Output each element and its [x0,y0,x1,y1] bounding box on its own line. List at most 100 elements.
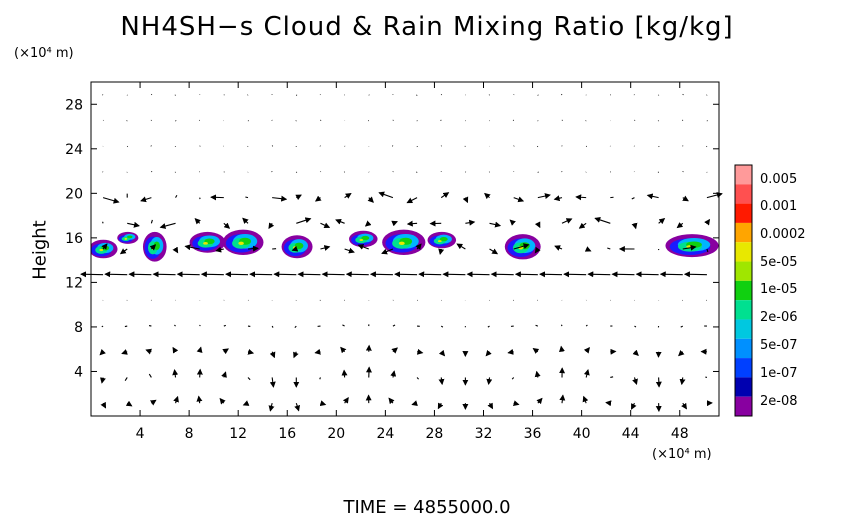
wind-vector [486,377,493,386]
wind-vector [487,402,494,410]
colorbar-label: 5e-05 [760,255,798,270]
colorbar-label: 0.0002 [760,227,806,242]
cloud-field [91,229,719,262]
wind-vector [296,217,312,224]
cloud-level [361,235,370,241]
wind-vector [658,217,666,225]
wind-vector [585,324,588,327]
wind-vector [140,196,152,203]
wind-vector [223,324,226,327]
wind-vector [416,377,420,380]
cloud-level [124,237,128,240]
wind-vector [341,369,348,378]
wind-vector [364,220,372,227]
wind-vector [437,402,444,410]
wind-vector [513,196,525,203]
wind-vector [659,271,683,278]
wind-vector [534,221,541,229]
wind-vector [583,346,590,354]
x-tick-label: 32 [475,426,493,442]
wind-vector [489,248,499,255]
wind-vector [539,271,563,278]
wind-vector [121,349,128,355]
x-tick-label: 40 [573,426,591,442]
wind-vector [554,245,563,251]
wind-vector [101,325,104,328]
x-axis: 4 8 12 16 20 24 28 32 36 40 44 48 [136,82,689,442]
x-tick-label: 20 [327,426,345,442]
wind-vector [392,324,396,327]
cloud-level [359,238,364,241]
wind-vector [391,145,394,147]
wind-vector [415,243,422,250]
wind-vector [559,394,566,404]
wind-vector [369,271,393,278]
wind-vector [381,248,394,255]
wind-vector [512,400,520,407]
cloud-blob [117,231,139,244]
wind-vector [537,171,539,173]
wind-vector [406,197,418,204]
wind-vector [194,218,201,225]
wind-vector [268,222,275,230]
colorbar-swatch [735,165,752,185]
colorbar-label: 2e-06 [760,310,798,325]
cloud-level [127,235,133,239]
colorbar [734,164,753,417]
wind-vector [100,401,107,409]
wind-vector [583,369,590,378]
cloud-level [238,241,244,245]
wind-vector [247,377,251,381]
colorbar-frame [734,164,753,417]
colorbar-swatch [735,280,752,301]
wind-vector [561,218,573,224]
y-unit-label: (×10⁴ m) [14,46,74,61]
wind-vector [173,395,179,404]
wind-vector [559,345,565,353]
wind-vector [293,351,299,359]
colorbar-swatch [735,203,752,223]
wind-vector [344,247,355,254]
y-tick-label: 28 [65,97,83,113]
wind-vector [245,196,249,199]
wind-vector [342,324,345,327]
wind-vector [219,397,226,405]
wind-vector [532,347,540,354]
wind-vector [247,348,255,355]
wind-vector [390,370,397,378]
wind-vector [560,324,563,327]
wind-vector [416,94,418,96]
wind-vector [679,377,686,386]
x-unit-label: (×10⁴ m) [652,447,712,462]
wind-vector [314,195,322,202]
x-tick-label: 24 [376,426,394,442]
y-axis-label: Height [29,220,51,280]
wind-vector [632,349,639,357]
x-tick-label: 8 [185,426,194,442]
wind-vector [357,244,369,250]
wind-vector [150,219,153,224]
cloud-blob [427,231,457,249]
wind-vector [175,194,178,198]
wind-vector [221,371,227,378]
wind-vector [438,349,446,357]
wind-vectors [80,93,723,413]
wind-vector [102,197,120,204]
cloud-blob [281,235,313,259]
colorbar-label: 0.005 [760,172,798,187]
wind-vector [119,248,128,255]
wind-vector [172,369,179,378]
wind-vector [578,222,587,229]
wind-vector [342,397,349,404]
wind-vector [682,93,684,96]
cloud-level [439,236,448,242]
wind-vector [104,271,128,278]
wind-vector [416,171,418,173]
wind-vector [537,193,551,199]
wind-vector [200,271,224,278]
wind-vector [534,370,541,378]
wind-vector [683,271,707,278]
wind-vector [320,245,331,251]
wind-vector [199,324,201,327]
